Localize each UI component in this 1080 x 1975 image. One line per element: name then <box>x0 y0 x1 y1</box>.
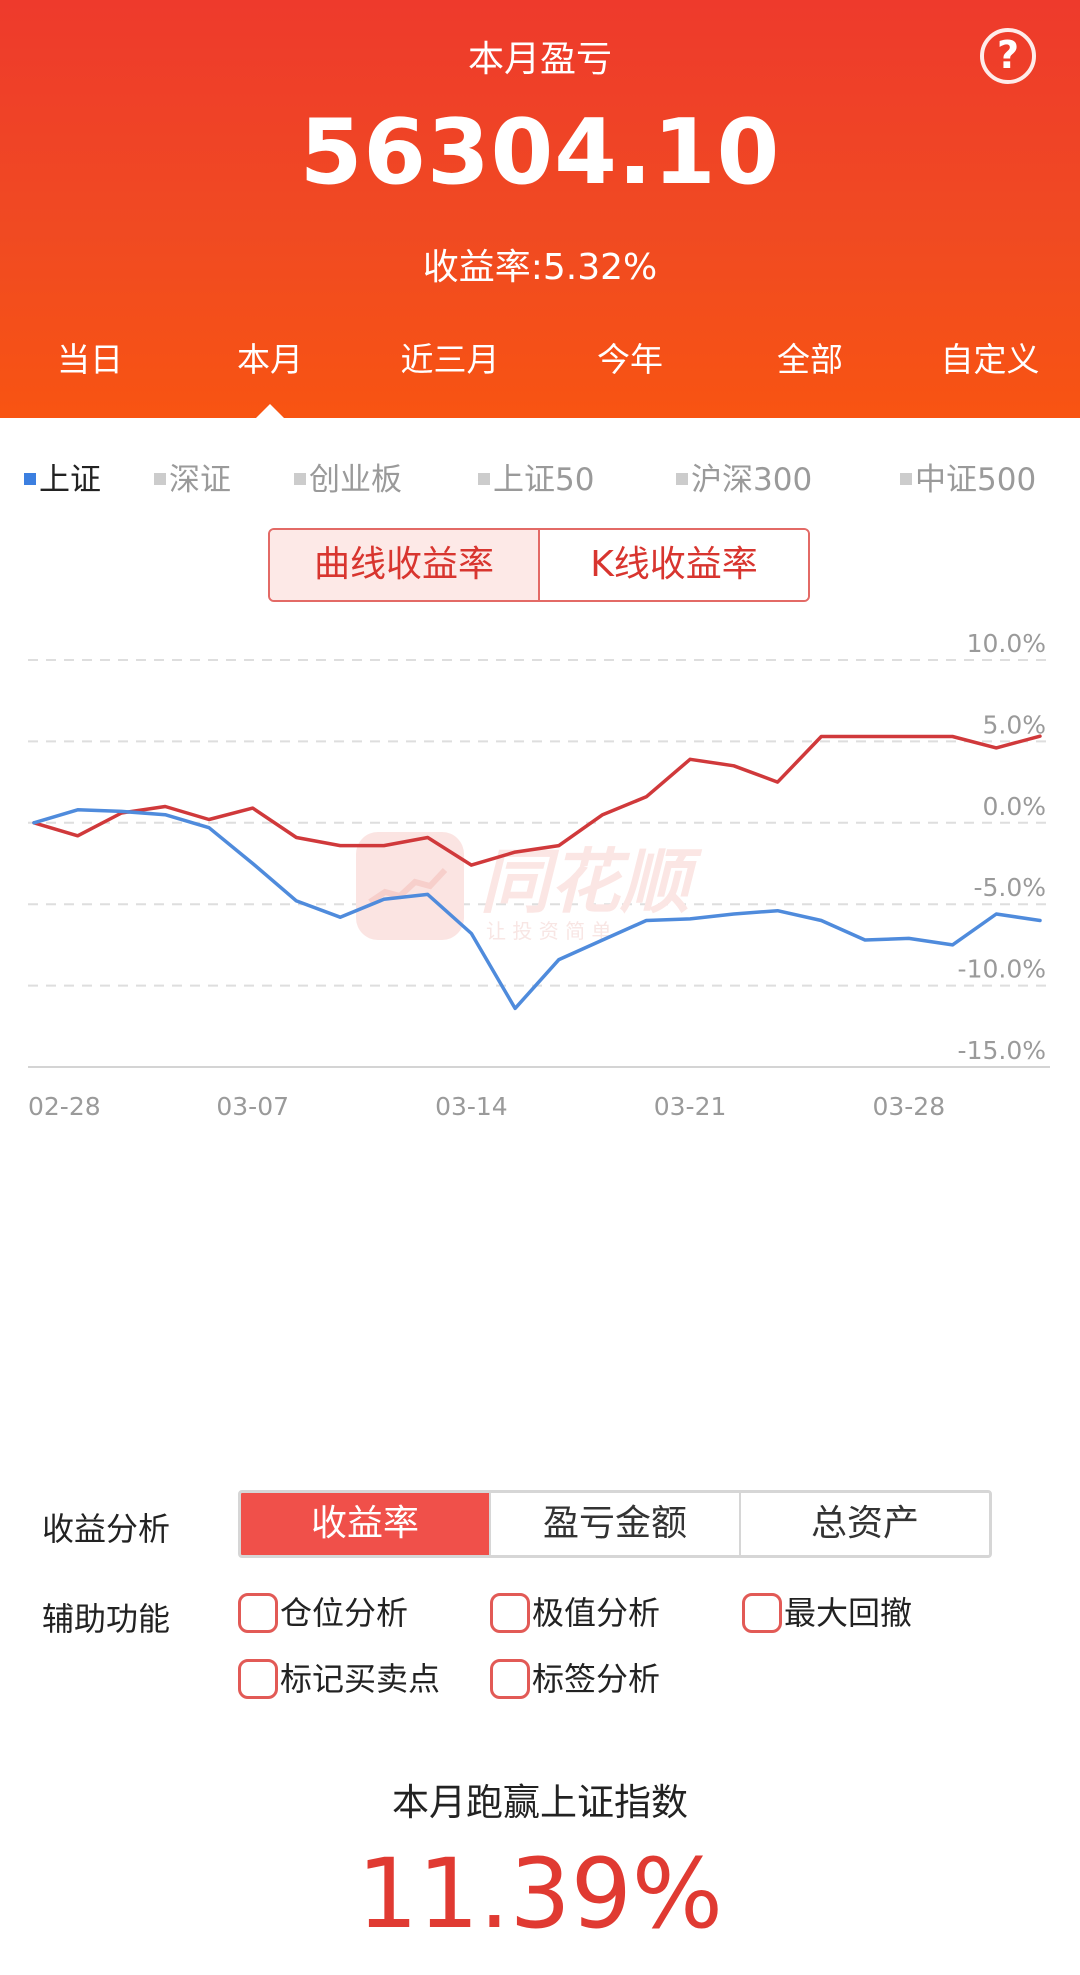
tab-today[interactable]: 当日 <box>57 340 123 379</box>
return-rate: 收益率:5.32% <box>422 247 658 288</box>
index-label: 深证 <box>169 462 231 498</box>
checkbox-label: 标记买卖点 <box>280 1660 441 1698</box>
y-axis: 10.0% 5.0% 0.0% -5.0% -10.0% -15.0% <box>958 629 1046 1065</box>
index-selector: 上证 深证 创业板 上证50 沪深300 中证500 <box>0 455 1080 505</box>
index-shanghai[interactable]: 上证 <box>24 455 101 505</box>
header: 本月盈亏 ? 56304.10 收益率:5.32% 当日 本月 近三月 今年 全… <box>0 0 1080 420</box>
x-tick-label: 03-28 <box>872 1092 945 1121</box>
checkbox-label: 标签分析 <box>532 1660 661 1698</box>
watermark-brand: 同花顺 <box>480 841 703 923</box>
total-assets-button[interactable]: 总资产 <box>739 1493 989 1555</box>
y-tick-label: 10.0% <box>967 629 1046 658</box>
chart-mode-toggle: 曲线收益率 K线收益率 <box>268 528 810 602</box>
index-sse50[interactable]: 上证50 <box>478 455 594 505</box>
y-tick-label: -5.0% <box>973 873 1046 902</box>
position-analysis-checkbox[interactable]: 仓位分析 <box>238 1591 408 1635</box>
index-csi300[interactable]: 沪深300 <box>676 455 812 505</box>
x-tick-label: 03-21 <box>654 1092 727 1121</box>
watermark: 同花顺 让 投 资 简 单 <box>356 832 703 943</box>
pnl-value: 56304.10 <box>299 100 781 205</box>
return-rate-button[interactable]: 收益率 <box>241 1493 489 1555</box>
x-tick-label: 02-28 <box>28 1092 101 1121</box>
index-return-line <box>32 808 1042 1011</box>
index-label: 中证500 <box>915 462 1037 498</box>
mark-trades-checkbox[interactable]: 标记买卖点 <box>238 1657 440 1701</box>
checkbox-icon <box>238 1593 278 1633</box>
checkbox-label: 极值分析 <box>532 1594 661 1632</box>
tab-three-months[interactable]: 近三月 <box>400 340 500 379</box>
index-label: 上证 <box>39 462 101 498</box>
active-tab-indicator <box>254 404 286 420</box>
y-tick-label: 5.0% <box>982 710 1046 739</box>
help-icon[interactable]: ? <box>980 28 1036 84</box>
y-tick-label: -10.0% <box>958 955 1046 984</box>
index-shenzhen[interactable]: 深证 <box>154 455 231 505</box>
checkbox-icon <box>490 1659 530 1699</box>
x-tick-label: 03-14 <box>435 1092 508 1121</box>
index-label: 创业板 <box>309 462 402 498</box>
watermark-slogan: 让 投 资 简 单 <box>486 919 611 943</box>
page-title: 本月盈亏 <box>467 39 612 80</box>
analysis-segmented-control: 收益率 盈亏金额 总资产 <box>238 1490 992 1558</box>
legend-square-icon <box>478 472 490 485</box>
legend-square-icon <box>24 472 36 485</box>
analysis-label: 收益分析 <box>42 1510 171 1548</box>
checkbox-label: 仓位分析 <box>280 1594 409 1632</box>
extreme-analysis-checkbox[interactable]: 极值分析 <box>490 1591 660 1635</box>
index-csi500[interactable]: 中证500 <box>900 455 1036 505</box>
checkbox-label: 最大回撤 <box>784 1594 913 1632</box>
checkbox-icon <box>238 1659 278 1699</box>
legend-square-icon <box>154 472 166 485</box>
chart-lines <box>32 734 1042 1011</box>
tab-year[interactable]: 今年 <box>597 340 663 379</box>
y-tick-label: 0.0% <box>982 792 1046 821</box>
y-tick-label: -15.0% <box>958 1036 1046 1065</box>
beat-index-title: 本月跑赢上证指数 <box>392 1781 688 1824</box>
legend-square-icon <box>900 472 912 485</box>
portfolio-return-line <box>32 734 1042 867</box>
checkbox-icon <box>742 1593 782 1633</box>
tab-all[interactable]: 全部 <box>777 340 843 379</box>
max-drawdown-checkbox[interactable]: 最大回撤 <box>742 1591 912 1635</box>
tag-analysis-checkbox[interactable]: 标签分析 <box>490 1657 660 1701</box>
aux-label: 辅助功能 <box>42 1600 171 1638</box>
index-label: 沪深300 <box>691 462 813 498</box>
curve-return-button[interactable]: 曲线收益率 <box>270 530 538 600</box>
index-chinext[interactable]: 创业板 <box>294 455 402 505</box>
legend-square-icon <box>676 472 688 485</box>
tab-month[interactable]: 本月 <box>237 340 303 379</box>
legend-square-icon <box>294 472 306 485</box>
period-tabs: 当日 本月 近三月 今年 全部 自定义 <box>0 330 1080 390</box>
beat-index-value: 11.39% <box>356 1838 724 1950</box>
kline-return-button[interactable]: K线收益率 <box>538 530 808 600</box>
return-chart: 同花顺 让 投 资 简 单 10.0% 5.0% 0.0% -5.0% -10.0% -1… <box>28 629 1050 1121</box>
tab-custom[interactable]: 自定义 <box>940 340 1040 379</box>
x-tick-label: 03-07 <box>216 1092 289 1121</box>
x-axis: 02-28 03-07 03-14 03-21 03-28 <box>28 1092 945 1121</box>
checkbox-icon <box>490 1593 530 1633</box>
index-label: 上证50 <box>493 462 595 498</box>
pnl-amount-button[interactable]: 盈亏金额 <box>489 1493 739 1555</box>
